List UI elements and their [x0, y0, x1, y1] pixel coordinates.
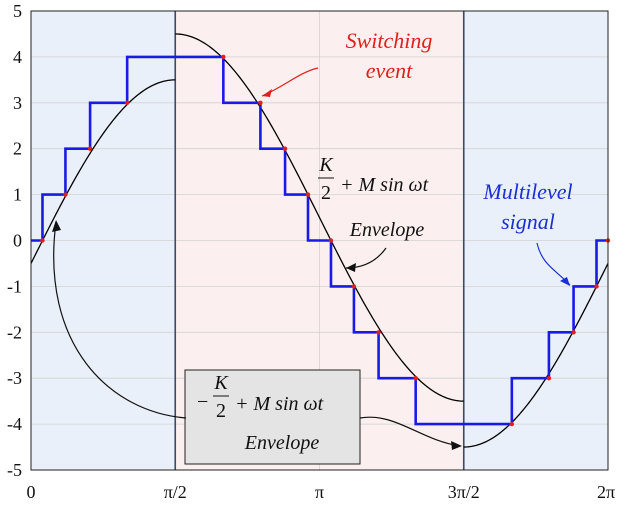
switching-event-line2: event: [366, 58, 413, 83]
lower-envelope-arrowhead-left: [52, 220, 61, 232]
step-signal-line: [31, 55, 608, 426]
y-tick-label: -2: [7, 322, 22, 342]
multilevel-annotation: Multilevel signal: [482, 179, 573, 286]
y-tick-label: 3: [13, 93, 22, 113]
multilevel-line2: signal: [501, 209, 555, 234]
switching-point-3: [124, 100, 130, 106]
lower-envelope-label: Envelope: [244, 432, 320, 454]
switching-point-4: [221, 54, 226, 60]
switching-point-14: [571, 330, 576, 335]
switching-point-2: [87, 146, 93, 151]
switching-points: [40, 54, 611, 427]
lower-envelope-denominator: 2: [216, 400, 226, 422]
y-tick-labels: 5 4 3 2 1 0 -1 -2 -3 -4 -5: [7, 1, 22, 480]
y-tick-label: 2: [13, 139, 22, 159]
upper-envelope-label: Envelope: [349, 219, 425, 241]
switching-event-annotation: Switching event: [261, 28, 433, 97]
y-tick-label: 4: [13, 47, 22, 67]
switching-point-15: [594, 284, 599, 289]
y-tick-label: 0: [13, 231, 22, 251]
multilevel-arrowhead: [560, 277, 570, 286]
switching-event-line1: Switching: [346, 28, 433, 53]
switching-point-12: [509, 421, 515, 427]
switching-point-9: [351, 284, 357, 289]
y-tick-label: -1: [7, 276, 22, 296]
plot-frame: [30, 10, 609, 471]
upper-envelope-annotation: K 2 + M sin ωt Envelope: [318, 154, 429, 272]
switching-point-6: [282, 146, 288, 151]
switching-point-5: [258, 100, 263, 106]
x-tick-labels: 0 π/2 π 3π/2 2π: [27, 482, 616, 502]
switching-point-1: [63, 192, 68, 197]
x-tick-label: π/2: [164, 482, 187, 502]
lower-envelope-numerator: K: [213, 372, 229, 394]
envelope-segment-2: [463, 263, 609, 448]
x-tick-label: 0: [27, 482, 36, 502]
y-tick-label: -3: [7, 368, 22, 388]
switching-point-13: [546, 376, 552, 381]
y-tick-label: -4: [7, 414, 22, 434]
lower-envelope-minus: −: [197, 391, 208, 413]
y-tick-label: -5: [7, 460, 22, 480]
switching-point-8: [328, 238, 334, 243]
upper-envelope-expression: + M sin ωt: [340, 174, 429, 196]
x-tick-label: 3π/2: [448, 482, 480, 502]
y-tick-label: 5: [13, 1, 22, 21]
multilevel-step-signal: [31, 55, 608, 426]
x-tick-label: 2π: [597, 482, 615, 502]
switching-point-0: [40, 238, 45, 243]
switching-event-arrowhead: [262, 89, 272, 97]
lower-envelope-arrowhead-right: [451, 441, 462, 450]
lower-envelope-arrow-left: [53, 221, 187, 419]
switching-point-11: [413, 376, 418, 381]
lower-envelope-box: [184, 369, 361, 465]
switching-point-10: [376, 330, 381, 335]
envelope-segment-0: [30, 79, 176, 264]
lower-envelope-annotation: − K 2 + M sin ωt Envelope: [52, 220, 462, 465]
upper-envelope-numerator: K: [318, 154, 334, 176]
upper-envelope-arrowhead: [346, 263, 356, 272]
lower-envelope-arrow-right: [359, 416, 461, 447]
switching-point-7: [305, 192, 311, 197]
lower-envelope-expression: + M sin ωt: [235, 393, 324, 415]
y-tick-label: 1: [13, 185, 22, 205]
x-tick-label: π: [315, 482, 324, 502]
upper-envelope-denominator: 2: [321, 182, 331, 204]
multilevel-line1: Multilevel: [482, 179, 572, 204]
